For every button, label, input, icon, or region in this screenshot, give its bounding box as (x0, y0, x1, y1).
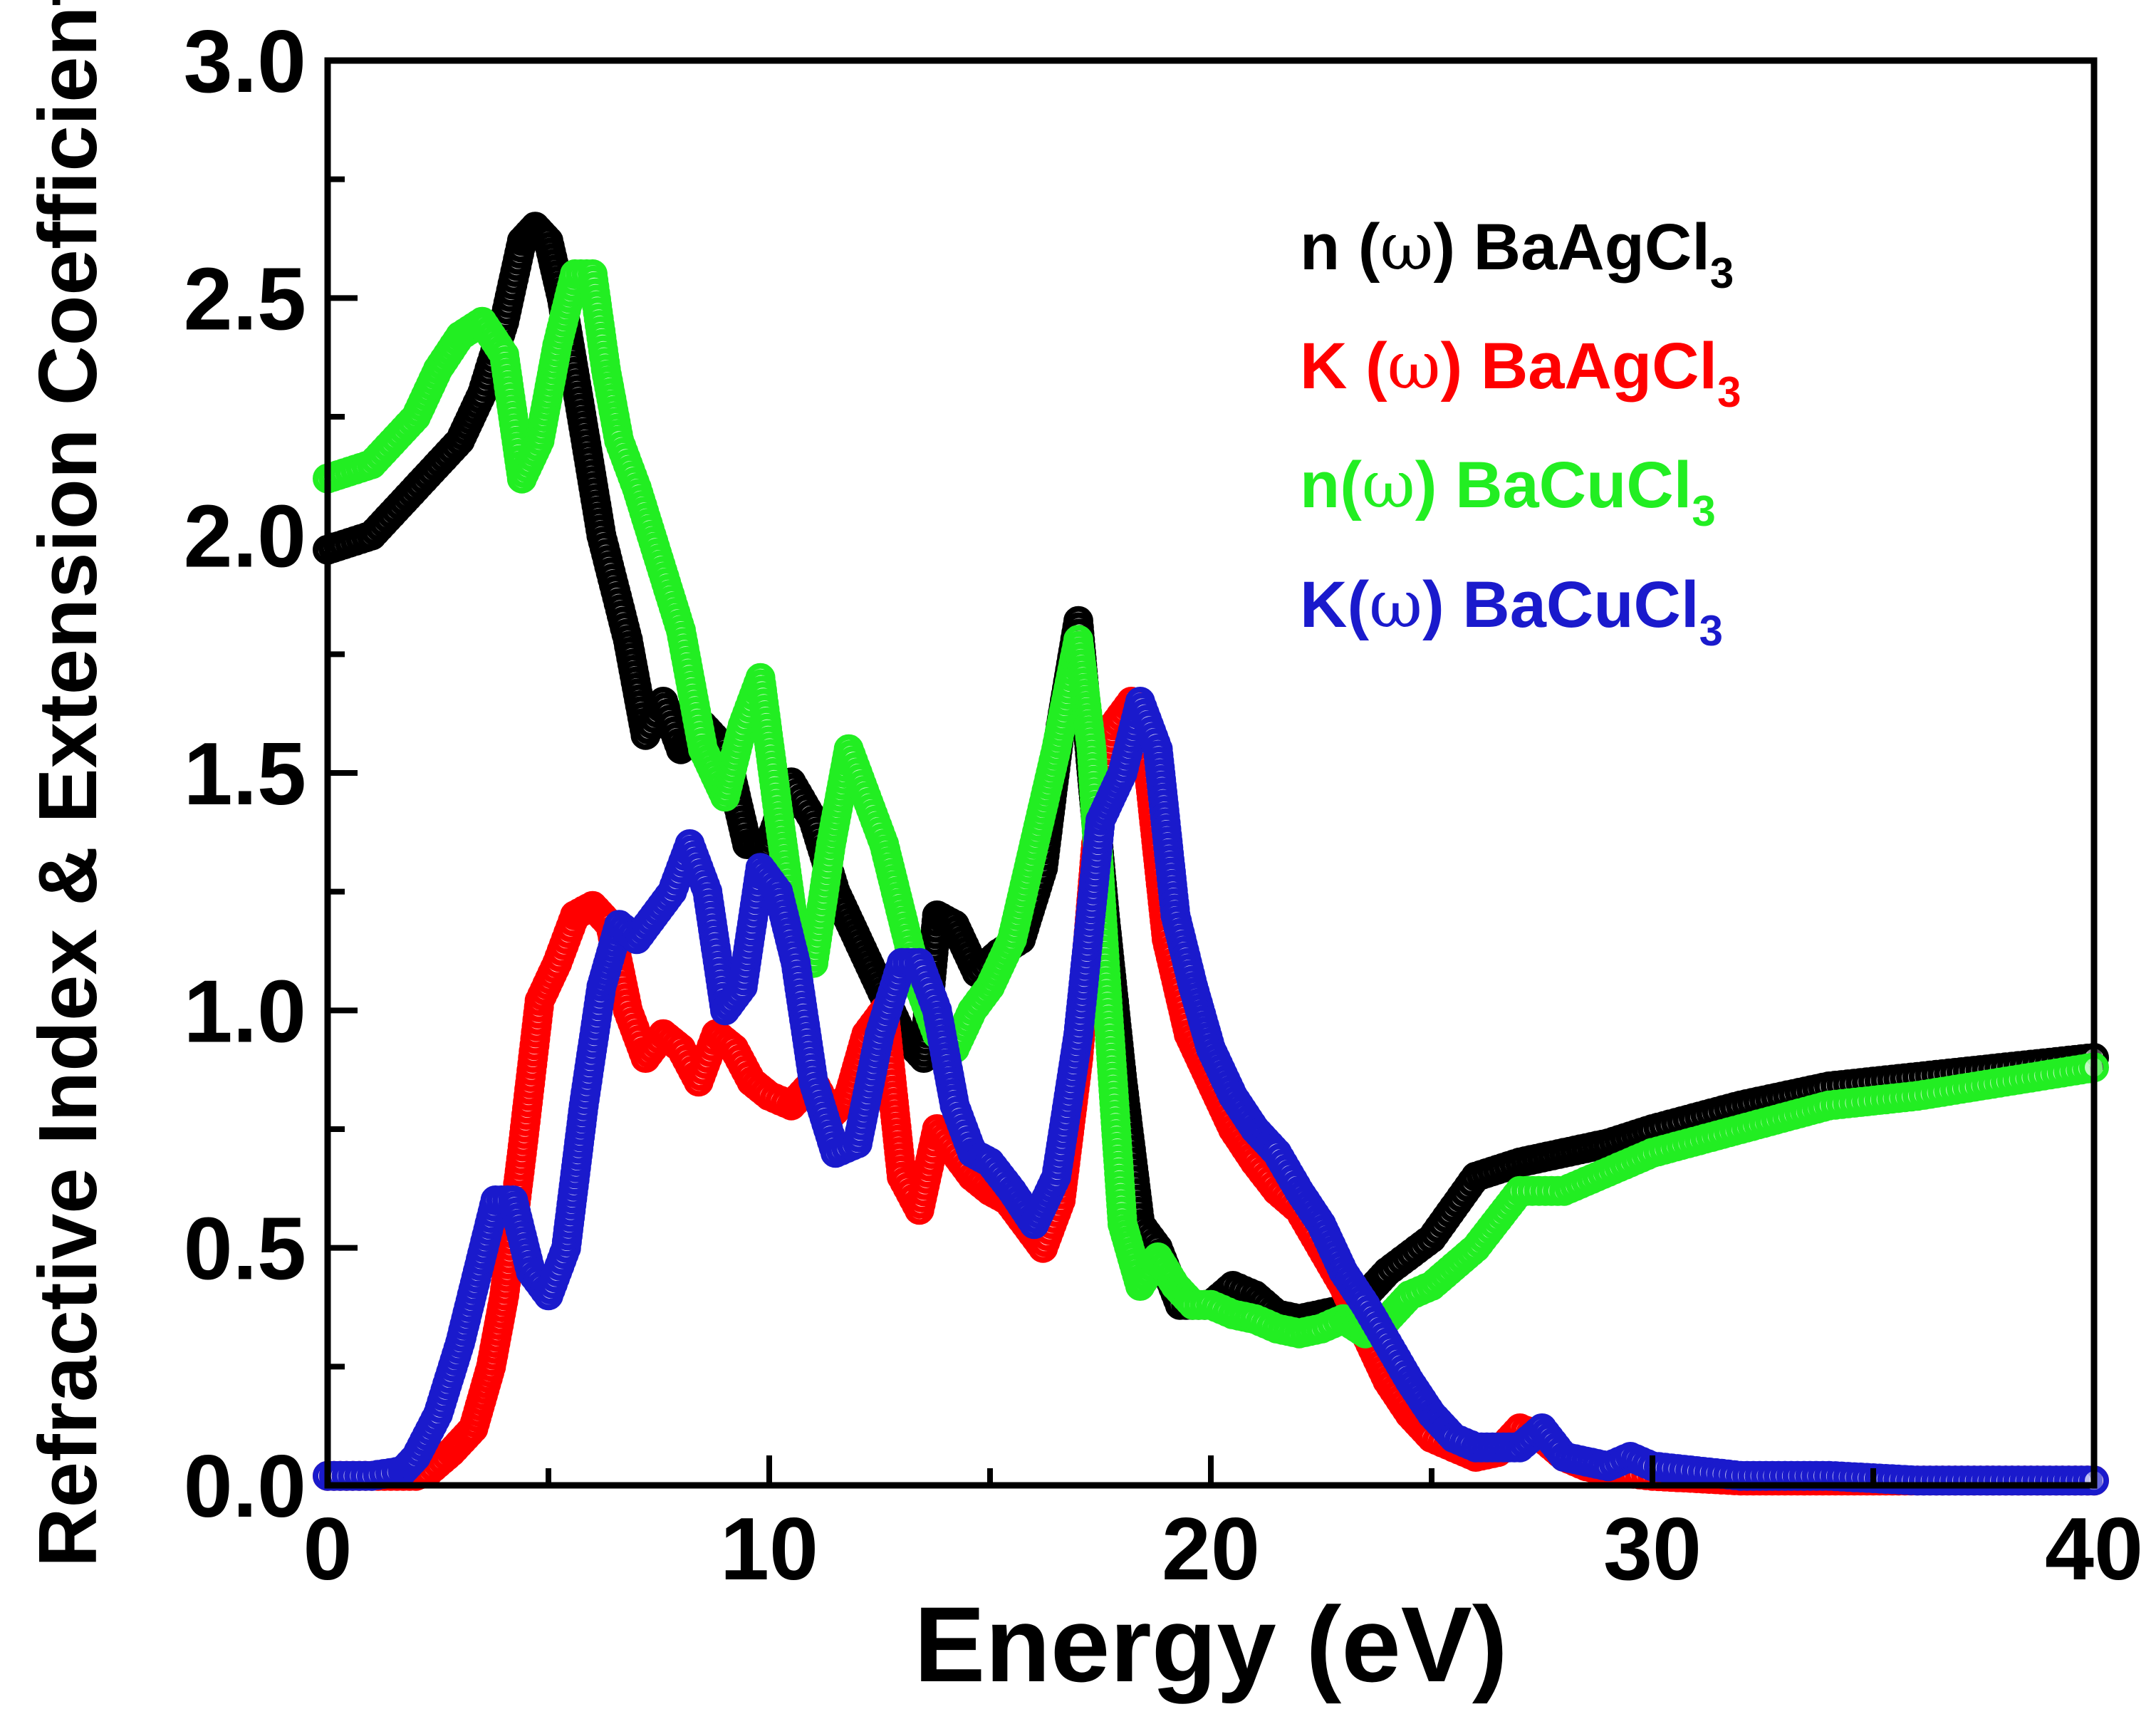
legend-text-part: ) BaAgCl (1433, 211, 1709, 284)
y-tick-label: 3.0 (184, 13, 306, 111)
legend-text-part: ω (1362, 447, 1415, 523)
legend-entry-3: n(ω) BaCuCl3 (1300, 447, 1716, 535)
plot-area (313, 57, 2109, 1496)
y-tick-label: 2.5 (184, 250, 306, 348)
y-axis-title: Refractive Index & Extension Coefficient (21, 0, 114, 1567)
series-4 (313, 687, 2109, 1496)
y-tick-label: 1.5 (184, 725, 306, 824)
y-tick-label: 1.0 (184, 962, 306, 1061)
legend-subscript: 3 (1699, 607, 1723, 655)
legend-entry-2: K (ω) BaAgCl3 (1300, 328, 1741, 416)
legend-text-part: ω (1387, 328, 1441, 404)
legend-text-part: ω (1369, 566, 1422, 643)
y-tick-label: 0.0 (184, 1438, 306, 1536)
x-axis-title: Energy (eV) (914, 1584, 1508, 1704)
legend-subscript: 3 (1710, 249, 1734, 297)
series-layer (313, 212, 2109, 1496)
x-tick-label: 40 (2045, 1500, 2143, 1599)
y-tick-label: 2.0 (184, 488, 306, 586)
x-tick-label: 0 (303, 1500, 353, 1599)
y-tick-label: 0.5 (184, 1200, 306, 1299)
legend-text-part: ) BaCuCl (1415, 449, 1692, 521)
legend-entry-1: n (ω) BaAgCl3 (1300, 209, 1734, 297)
legend-subscript: 3 (1692, 487, 1715, 535)
legend-subscript: 3 (1717, 368, 1741, 416)
legend-text-part: K ( (1300, 330, 1387, 403)
legend-text-part: ) BaAgCl (1441, 330, 1717, 403)
legend-entry-4: K(ω) BaCuCl3 (1300, 566, 1723, 655)
legend-text-part: n( (1300, 449, 1362, 521)
legend-text-part: n ( (1300, 211, 1380, 284)
x-tick-label: 20 (1162, 1500, 1260, 1599)
x-tick-label: 30 (1603, 1500, 1702, 1599)
legend-text-part: ω (1380, 209, 1433, 285)
x-tick-label: 10 (720, 1500, 818, 1599)
legend-text-part: ) BaCuCl (1422, 568, 1699, 641)
y-axis: 0.0 0.5 1.0 1.5 2.0 2.5 3.0 (184, 13, 358, 1536)
legend-text-part: K( (1300, 568, 1369, 641)
x-axis: 0 10 20 30 40 (303, 1455, 2143, 1599)
